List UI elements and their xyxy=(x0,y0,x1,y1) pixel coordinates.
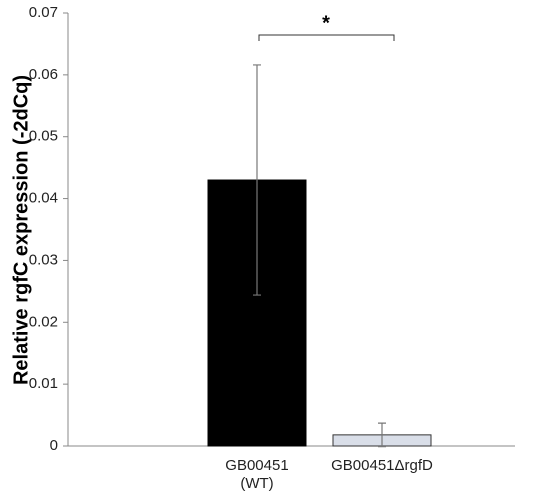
significance-label: * xyxy=(322,12,330,34)
y-tick-label: 0.02 xyxy=(29,313,58,330)
y-tick-label: 0 xyxy=(50,437,58,454)
error-bar xyxy=(253,64,261,296)
y-axis-label: Relative rgfC expression (-2dCq) xyxy=(10,75,32,385)
y-tick-label: 0.03 xyxy=(29,251,58,268)
x-tick-label: GB00451 xyxy=(225,457,288,474)
y-tick-label: 0.06 xyxy=(29,66,58,83)
x-tick-label: (WT) xyxy=(240,475,273,492)
y-tick-label: 0.07 xyxy=(29,4,58,21)
x-tick-label: GB00451ΔrgfD xyxy=(331,457,433,474)
y-tick-label: 0.05 xyxy=(29,128,58,145)
error-bar xyxy=(378,422,386,448)
y-tick-label: 0.01 xyxy=(29,375,58,392)
y-tick-label: 0.04 xyxy=(29,190,58,207)
significance-bracket xyxy=(258,34,395,41)
